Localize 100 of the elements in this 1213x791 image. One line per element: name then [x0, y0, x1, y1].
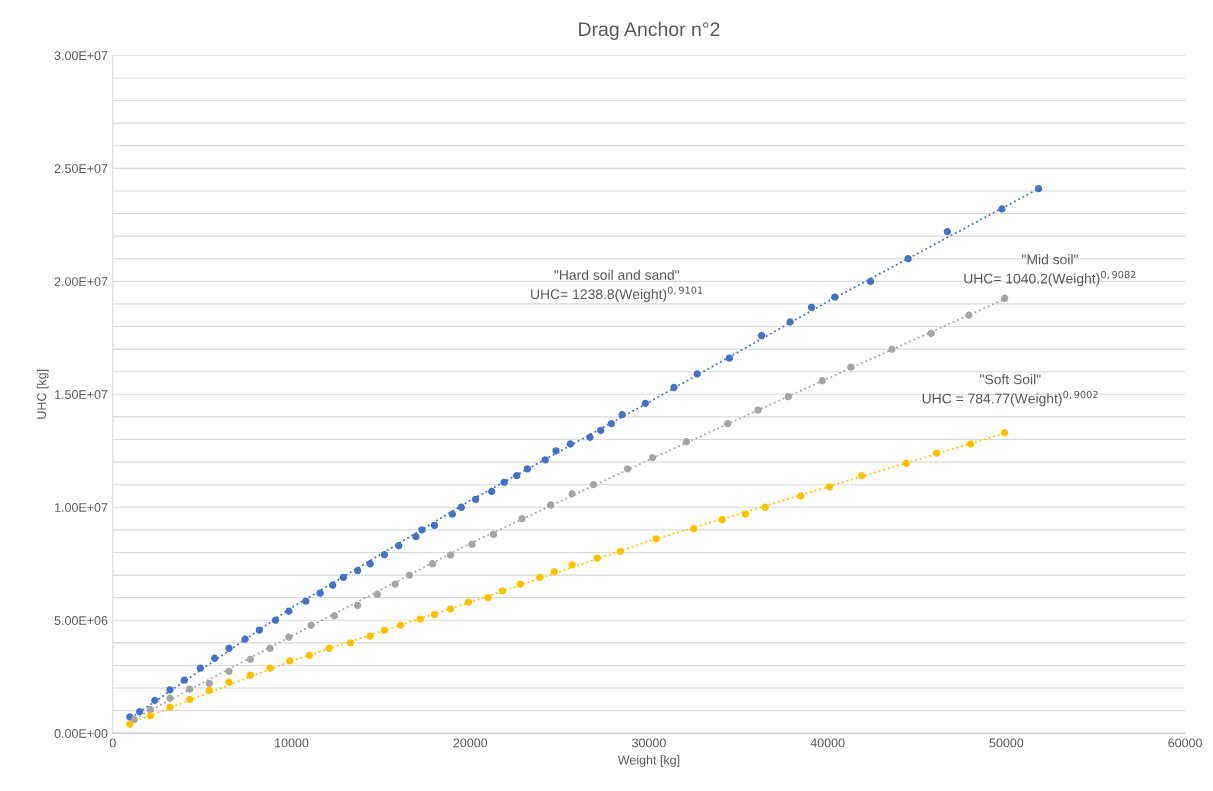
point — [380, 551, 389, 559]
point — [943, 227, 952, 236]
point — [391, 580, 399, 588]
point — [541, 456, 549, 464]
point — [1034, 185, 1043, 193]
point — [693, 370, 701, 378]
point — [589, 481, 598, 489]
point — [568, 490, 576, 498]
point — [689, 525, 698, 533]
point — [797, 492, 805, 500]
point — [241, 635, 249, 643]
point — [550, 568, 558, 576]
point — [904, 255, 912, 263]
point — [831, 293, 839, 301]
point — [146, 712, 155, 720]
point — [518, 514, 526, 523]
x-tick-label: 20000 — [453, 738, 488, 748]
x-tick-label: 50000 — [989, 738, 1024, 748]
point — [353, 566, 362, 575]
point — [464, 598, 473, 606]
point — [196, 664, 205, 672]
point — [285, 633, 293, 641]
point — [225, 678, 233, 686]
point — [339, 573, 348, 582]
point — [471, 495, 480, 504]
point — [568, 561, 576, 569]
point — [652, 535, 660, 543]
point — [430, 521, 439, 530]
point — [405, 571, 414, 579]
x-tick-label: 60000 — [1168, 738, 1202, 748]
point — [754, 406, 762, 414]
point — [255, 626, 264, 634]
annotation: "Mid soil" UHC= 1040.2(Weight)$^{0,9082}$ — [964, 254, 1136, 287]
point — [757, 331, 766, 340]
point — [416, 615, 424, 623]
x-axis-title: Weight [kg] — [617, 755, 680, 767]
point — [807, 303, 816, 311]
point — [857, 471, 866, 480]
y-tick-label: 1.00E+07 — [55, 503, 108, 512]
point — [285, 607, 293, 615]
point — [933, 449, 941, 457]
point — [818, 377, 826, 385]
point — [396, 621, 405, 629]
point — [513, 471, 521, 480]
point — [380, 626, 389, 634]
point — [266, 664, 274, 672]
point — [146, 705, 155, 714]
point — [412, 532, 420, 541]
y-tick-label: 2.00E+07 — [54, 277, 108, 286]
point — [429, 560, 437, 568]
x-tick-label: 0 — [109, 738, 116, 748]
point — [546, 501, 555, 509]
point — [316, 589, 324, 597]
point — [166, 686, 174, 694]
point — [648, 453, 657, 462]
point — [307, 621, 315, 629]
point — [166, 703, 174, 711]
point — [430, 610, 439, 619]
point — [616, 547, 625, 556]
point — [418, 526, 426, 534]
point — [1000, 294, 1009, 302]
annotation: "Hard soil and sand" UHC= 1238.8(Weight)$^{0,9101}$ — [531, 269, 703, 302]
point — [205, 686, 213, 694]
point — [330, 612, 339, 620]
point — [825, 483, 834, 491]
point — [593, 554, 601, 562]
point — [586, 433, 594, 441]
point — [618, 410, 626, 419]
point — [484, 594, 492, 602]
point — [723, 420, 732, 428]
chart-title: Drag Anchor n°2 — [579, 21, 720, 40]
y-tick-label: 1.50E+07 — [55, 390, 108, 399]
point — [166, 694, 174, 702]
point — [446, 605, 455, 613]
point — [847, 363, 855, 371]
point — [682, 438, 691, 446]
point — [718, 516, 726, 524]
point — [965, 311, 973, 319]
point — [180, 676, 188, 684]
point — [328, 581, 337, 589]
point — [446, 551, 455, 559]
point — [670, 383, 678, 392]
point — [266, 644, 274, 652]
point — [373, 590, 381, 598]
x-tick-label: 30000 — [632, 738, 666, 748]
point — [130, 716, 138, 724]
point — [927, 329, 935, 337]
point — [135, 707, 144, 716]
point — [246, 655, 255, 664]
point — [966, 440, 975, 448]
point — [185, 695, 194, 704]
point — [346, 639, 355, 647]
point — [902, 459, 910, 467]
point — [457, 503, 465, 511]
point — [271, 616, 280, 624]
annotation: "Soft Soil" UHC = 784.77(Weight)$^{0,9002}$ — [922, 374, 1098, 407]
point — [302, 597, 310, 605]
point — [741, 510, 750, 518]
x-tick-label: 10000 — [275, 738, 309, 748]
point — [211, 654, 219, 662]
